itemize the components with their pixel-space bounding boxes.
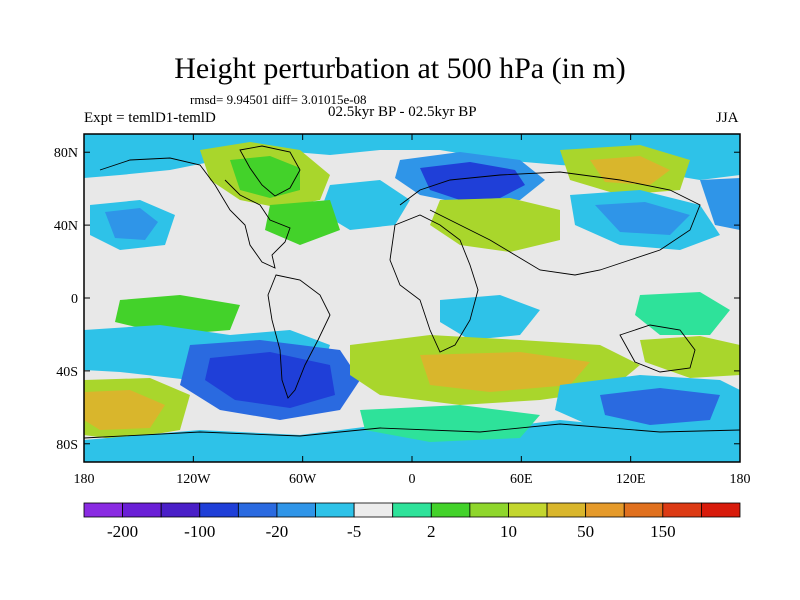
- colorbar-swatch: [392, 502, 432, 518]
- longitude-ticks: 180 120W 60W 0 60E 120E 180: [74, 134, 751, 487]
- lat-tick-label: 0: [71, 292, 78, 307]
- lon-tick-label: 180: [74, 472, 95, 487]
- season-label: JJA: [716, 110, 739, 126]
- region-south-atlantic-orange: [420, 352, 590, 392]
- anomaly-field: [84, 134, 740, 462]
- colorbar-label: 2: [427, 522, 436, 541]
- region-australia-teal: [635, 292, 730, 335]
- colorbar-swatch: [276, 502, 316, 518]
- lon-tick-label: 60E: [510, 472, 533, 487]
- region-greenland-green: [230, 156, 300, 198]
- colorbar-swatch: [701, 502, 741, 518]
- coast-australia: [619, 324, 696, 373]
- lon-tick-label: 180: [730, 472, 751, 487]
- plot-title: Height perturbation at 500 hPa (in m): [174, 52, 626, 85]
- latitude-ticks: 80N 40N 0 40S 80S: [54, 146, 740, 453]
- colorbar-swatch: [623, 502, 664, 518]
- region-south-america-deep-blue: [205, 352, 335, 408]
- colorbar-label: -100: [184, 522, 215, 541]
- lon-tick-label: 60W: [289, 472, 317, 487]
- region-antarctic-teal: [360, 405, 540, 442]
- region-south-west-pacific-yellow-green: [640, 336, 740, 378]
- colorbar-swatch: [199, 502, 239, 518]
- region-south-pacific-orange: [84, 390, 165, 430]
- lat-tick-label: 40S: [56, 365, 78, 380]
- lat-tick-label: 40N: [54, 219, 78, 234]
- statistics-text: rmsd= 9.94501 diff= 3.01015e-08: [190, 92, 367, 107]
- region-siberia-deep-blue: [420, 162, 525, 200]
- coast-antarctica: [84, 423, 740, 439]
- region-north-atlantic-light-blue: [320, 180, 410, 230]
- lon-tick-label: 120E: [616, 472, 646, 487]
- colorbar-label: -20: [266, 522, 289, 541]
- period-label: 02.5kyr BP - 02.5kyr BP: [328, 104, 477, 120]
- coast-eurasia: [399, 171, 701, 276]
- region-north-pacific-mid-blue: [105, 208, 158, 240]
- colorbar-swatch: [315, 502, 355, 518]
- coast-greenland: [239, 145, 301, 197]
- region-dateline-north-blue: [700, 178, 740, 230]
- colorbar-label: -5: [347, 522, 361, 541]
- lon-tick-label: 0: [409, 472, 416, 487]
- colorbar-label: -200: [107, 522, 138, 541]
- colorbar-swatch: [122, 502, 162, 518]
- colorbar: -200 -100 -20 -5 2 10 50 150: [83, 502, 741, 541]
- region-west-pacific-mid-blue: [595, 202, 690, 235]
- colorbar-swatch: [469, 502, 509, 518]
- colorbar-label: 150: [650, 522, 676, 541]
- colorbar-swatch: [662, 502, 702, 518]
- colorbar-label: 50: [577, 522, 594, 541]
- coast-africa: [389, 214, 479, 353]
- colorbar-swatch: [546, 502, 587, 518]
- region-southern-ocean-blue: [600, 388, 720, 425]
- lon-tick-label: 120W: [176, 472, 211, 487]
- colorbar-label: 10: [500, 522, 517, 541]
- coastlines: [84, 145, 740, 439]
- region-antarctic-light-blue: [84, 420, 740, 462]
- coast-south-america: [267, 274, 331, 399]
- colorbar-swatch: [430, 502, 471, 518]
- region-north-atlantic-green: [265, 200, 340, 245]
- lat-tick-label: 80S: [56, 438, 78, 453]
- colorbar-swatch: [237, 502, 278, 518]
- colorbar-swatch: [508, 502, 548, 518]
- colorbar-swatch: [353, 502, 394, 518]
- experiment-label: Expt = temlD1-temlD: [84, 110, 216, 126]
- region-east-pacific-green: [115, 295, 240, 335]
- region-east-asia-orange: [590, 156, 670, 185]
- colorbar-swatch: [585, 502, 625, 518]
- colorbar-swatch: [83, 502, 123, 518]
- lat-tick-label: 80N: [54, 146, 78, 161]
- region-eurasia-yellow-green: [430, 198, 560, 252]
- coast-north-america: [99, 157, 291, 269]
- colorbar-swatch: [160, 502, 201, 518]
